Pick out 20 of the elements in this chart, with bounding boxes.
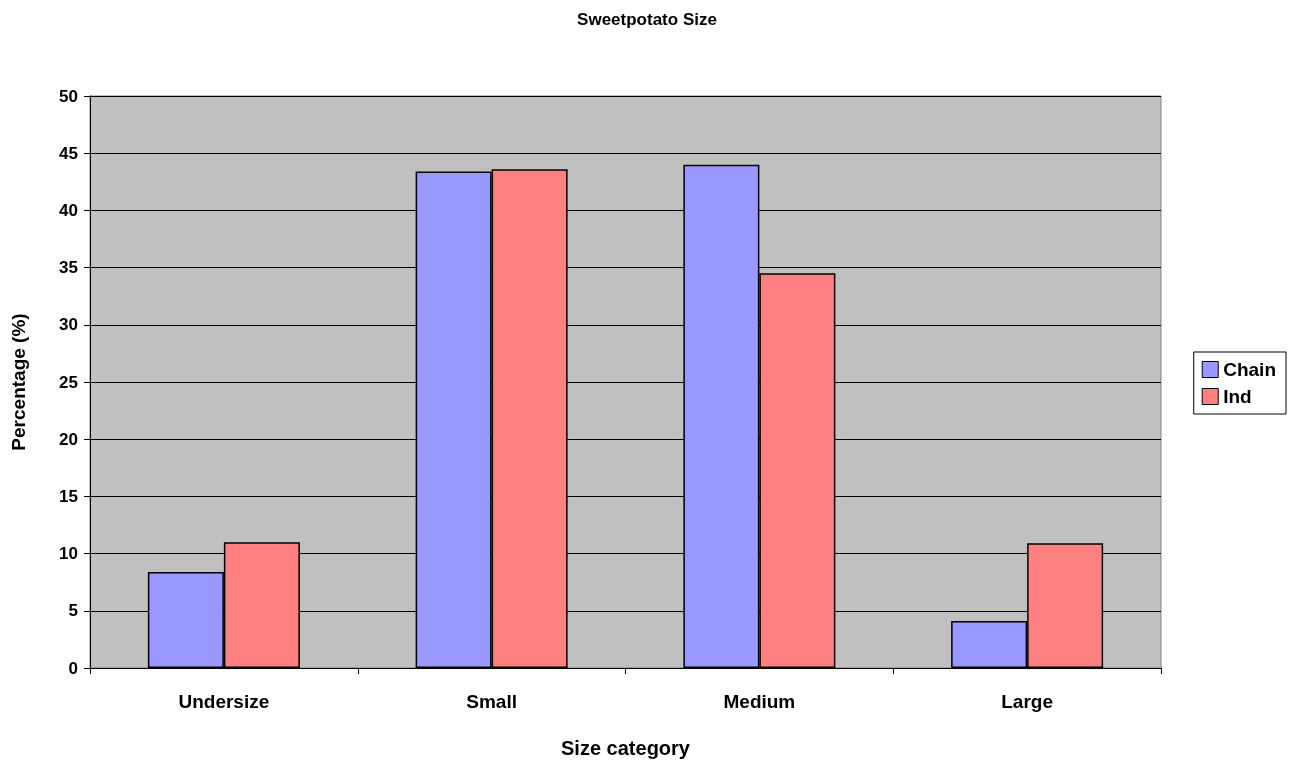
y-tick-label: 5 xyxy=(68,601,78,621)
y-tick-label: 25 xyxy=(59,372,78,392)
y-tick-label: 50 xyxy=(59,86,78,106)
y-tick-label: 45 xyxy=(59,143,78,163)
y-tick-label: 20 xyxy=(59,429,78,449)
y-tick-label: 40 xyxy=(59,200,78,220)
y-tick-label: 0 xyxy=(68,658,78,678)
y-tick-label: 15 xyxy=(59,486,78,506)
legend-label: Chain xyxy=(1223,359,1276,380)
legend-label: Ind xyxy=(1223,386,1252,407)
y-axis-title: Percentage (%) xyxy=(8,313,29,451)
y-tick-label: 30 xyxy=(59,315,78,335)
x-tick-label: Small xyxy=(466,691,517,712)
x-tick-label: Large xyxy=(1001,691,1053,712)
y-tick-label: 10 xyxy=(59,544,78,564)
x-tick-label: Undersize xyxy=(178,691,270,712)
x-tick-label: Medium xyxy=(723,691,796,712)
chart-title: Sweetpotato Size xyxy=(577,10,717,29)
x-axis-title: Size category xyxy=(561,737,691,759)
y-tick-label: 35 xyxy=(59,258,78,278)
